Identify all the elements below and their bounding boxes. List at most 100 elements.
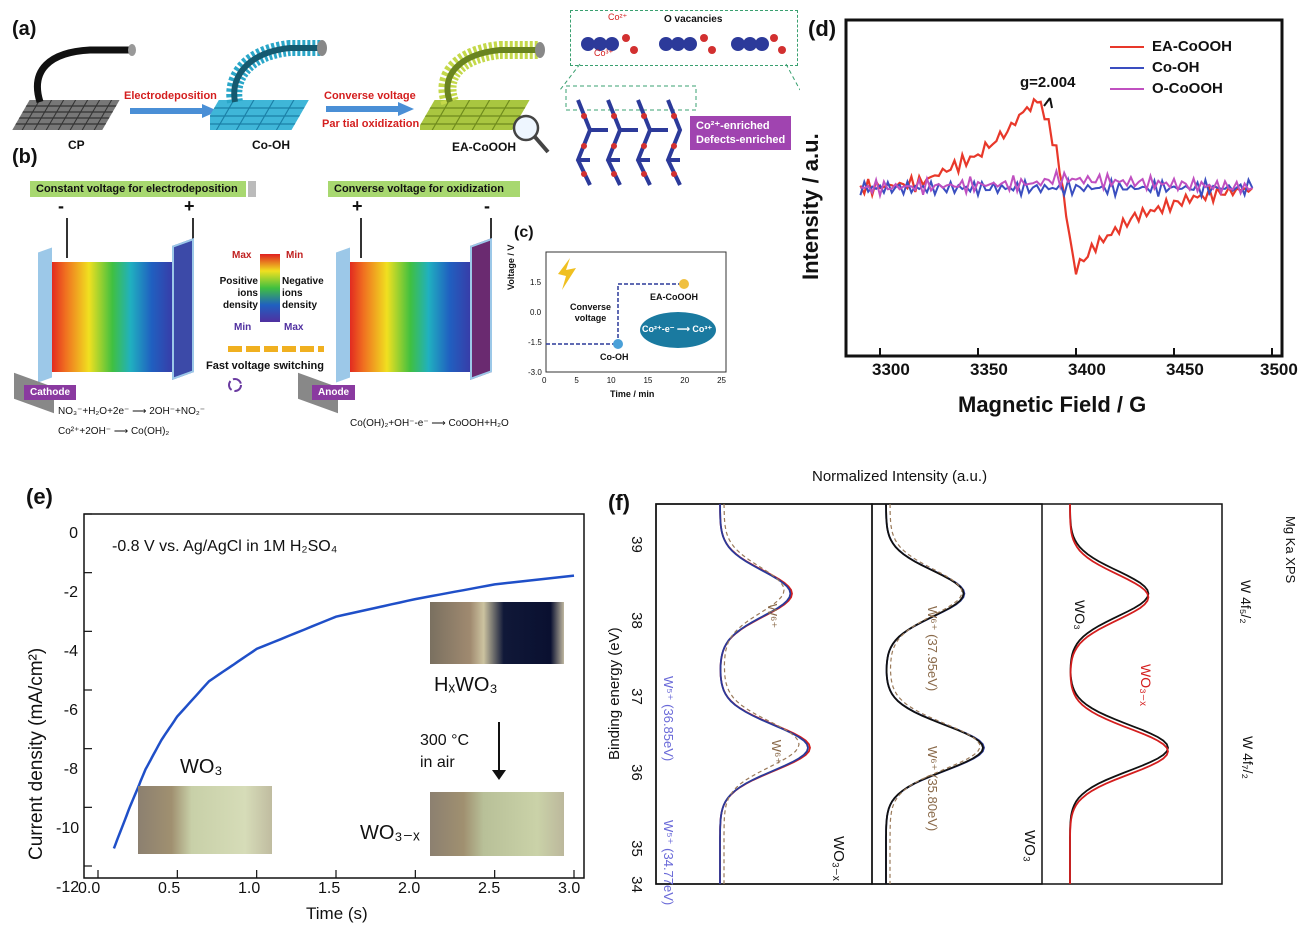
bar-divider [248, 181, 256, 197]
xtick: 2.0 [398, 880, 421, 897]
density-scale-bar [260, 254, 280, 322]
partial-oxidization-label: Par tial oxidization [322, 118, 420, 130]
panel-f-label: (f) [608, 490, 630, 515]
wo3-legend-label: WO₃ [1072, 600, 1088, 630]
cathode-plate [470, 237, 492, 381]
e-y-ticks: 0 -2 -4 -6 -8 -10 -12 [56, 504, 80, 917]
fast-switching-label: Fast voltage switching [206, 360, 324, 372]
w-4f52-label: W 4f₅/₂ [1238, 580, 1254, 624]
wo3-series-label: WO₃ [1021, 830, 1038, 862]
hxwo3-label: HₓWO₃ [434, 674, 498, 696]
min-label: Min [234, 322, 252, 333]
xtick: 3.0 [558, 880, 581, 897]
legend-entry: EA-CoOOH [1110, 36, 1232, 57]
electrode-wire [66, 218, 68, 258]
panel-c-label: (c) [514, 224, 534, 241]
ytick: 0.0 [530, 308, 542, 317]
co-oh-point-label: Co-OH [600, 352, 629, 362]
series-line-1 [859, 97, 1254, 275]
max-label: Max [284, 322, 304, 333]
w6-label: W⁶⁺ (35.80eV) [925, 746, 940, 832]
condition-label: -0.8 V vs. Ag/AgCl in 1M H₂SO₄ [112, 538, 338, 555]
ea-cooh-point-label: EA-CoOOH [650, 292, 698, 302]
ytick: -2 [63, 584, 78, 601]
ytick: -4 [63, 643, 78, 660]
lattice-illustration [560, 63, 800, 186]
ea-cooh-illustration [420, 41, 545, 130]
legend-entry: O-CoOOH [1110, 78, 1232, 99]
ytick: 1.5 [530, 278, 542, 287]
xps-source-label: Mg Ka XPS [1283, 516, 1298, 584]
min-label: Min [286, 250, 304, 261]
o-vacancies-label: O vacancies [664, 14, 723, 25]
w6-label: W⁶⁺ [765, 603, 781, 629]
hxwo3-photo [430, 602, 564, 664]
time-axis-label: Time (s) [306, 904, 368, 923]
electrolyte-gradient [50, 262, 180, 372]
max-label: Max [232, 250, 252, 261]
ytick: 37 [627, 688, 645, 705]
equation-1: NO₃⁻+H₂O+2e⁻ ⟶ 2OH⁻+NO₂⁻ [58, 406, 206, 417]
ytick: 39 [627, 536, 645, 553]
xtick: 3500 [1260, 360, 1298, 379]
current-density-chart [83, 513, 585, 879]
epr-legend: EA-CoOOH Co-OH O-CoOOH [1110, 36, 1232, 99]
time-axis-label: Time / min [610, 389, 655, 399]
w6-label: W⁶⁺ [769, 739, 785, 765]
voltage-time-plot [545, 251, 727, 373]
oxidization-bar: Converse voltage for oxidization [328, 181, 520, 197]
ytick: -12 [56, 879, 80, 896]
electrodeposition-bar: Constant voltage for electrodeposition [30, 181, 246, 197]
xps-chart [655, 503, 1223, 885]
wo3x-series-label: WO₃₋ₓ [830, 836, 847, 881]
w6-label: W⁶⁺ (37.95eV) [925, 606, 940, 692]
panel-e-label: (e) [26, 484, 53, 509]
positive-ions-label: Positive ions density [219, 276, 258, 311]
binding-energy-axis-label: Binding energy (eV) [606, 627, 623, 760]
cathode-plate [38, 247, 52, 383]
magnifier-icon [512, 114, 550, 154]
ytick: 35 [627, 840, 645, 857]
co-oh-illustration [210, 40, 327, 130]
electrolyte-gradient [348, 262, 478, 372]
wo3x-label: WO₃₋ₓ [360, 822, 420, 844]
anode-plate [172, 237, 194, 381]
voltage-axis-label: Voltage / V [506, 244, 516, 290]
intensity-axis-label: Intensity / a.u. [798, 133, 823, 280]
enriched-box: Co²⁺-enriched Defects-enriched [690, 116, 792, 150]
negative-ions-label: Negative ions density [282, 276, 324, 311]
ytick: 36 [627, 764, 645, 781]
co2-label: Co²⁺ [608, 12, 628, 22]
co-oh-label: Co-OH [252, 138, 290, 152]
g-value-annotation: g=2.004 [1020, 74, 1076, 91]
w6-component [889, 503, 981, 884]
converse-voltage-text: Converse voltage [570, 302, 612, 323]
atom-chain-illustration [581, 34, 786, 54]
anode-label: Anode [312, 385, 356, 400]
series-line-3 [860, 167, 1253, 200]
co3-label: Co³⁺ [594, 48, 614, 58]
defects-enriched-text: Defects-enriched [696, 134, 786, 146]
wo3-photo [138, 786, 272, 854]
w6-component [723, 503, 800, 884]
wo3x-envelope-blue [719, 503, 809, 884]
arrow-icon [326, 102, 414, 116]
w-4f72-label: W 4f₇/₂ [1240, 736, 1256, 779]
defect-zoom-box [570, 10, 798, 66]
arrow-icon [130, 104, 218, 118]
current-series-line [112, 574, 575, 849]
anneal-label: 300 °C in air [420, 732, 470, 771]
xtick: 3450 [1166, 360, 1204, 379]
x-ticks: 0 5 10 15 20 25 [542, 376, 726, 385]
equation-3: Co(OH)₂+OH⁻-e⁻ ⟶ CoOOH+H₂O [350, 418, 509, 429]
ytick: 34 [627, 876, 645, 893]
xtick: 1.5 [318, 880, 341, 897]
wo3x-envelope-red [719, 503, 811, 884]
wo3x-photo [430, 792, 564, 856]
cycle-icon [228, 378, 242, 392]
xtick: 0.0 [78, 880, 101, 897]
plus-sign: + [352, 196, 363, 216]
xtick: 3400 [1068, 360, 1106, 379]
ytick: -10 [56, 820, 80, 837]
plus-sign: + [184, 196, 195, 216]
